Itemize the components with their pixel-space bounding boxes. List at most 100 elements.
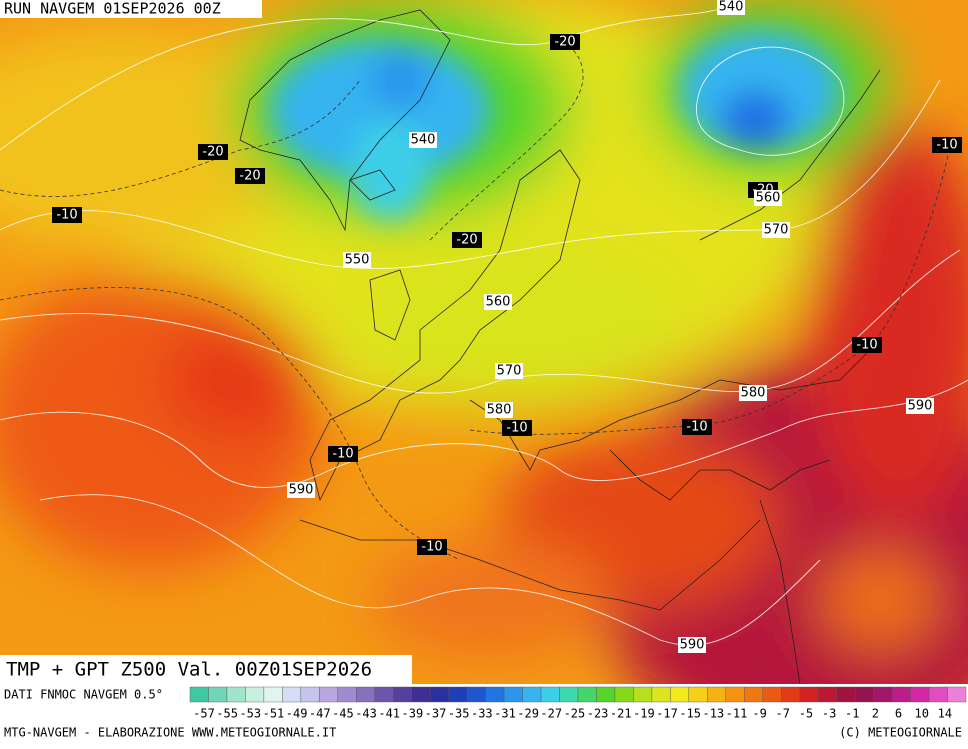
colorbar-label: -29 — [517, 707, 539, 721]
colorbar-swatch — [725, 686, 745, 703]
colorbar-swatch — [651, 686, 671, 703]
temperature-contours — [0, 39, 951, 561]
colorbar-swatch — [891, 686, 911, 703]
temperature-label: -10 — [332, 447, 353, 462]
colorbar-swatch — [466, 686, 486, 703]
colorbar-label: -49 — [286, 707, 308, 721]
temperature-label-box — [502, 420, 532, 436]
colorbar-label: -19 — [633, 707, 655, 721]
colorbar-swatch — [744, 686, 763, 703]
height-label: 560 — [486, 295, 511, 310]
colorbar-label: -5 — [799, 707, 813, 721]
colorbar-swatch — [485, 686, 505, 703]
colorbar-label: 10 — [914, 707, 928, 721]
colorbar-swatch — [670, 686, 690, 703]
height-label-box — [717, 0, 745, 15]
temperature-label-box — [852, 337, 882, 353]
temperature-label: -10 — [856, 338, 877, 353]
temperature-label: -20 — [239, 169, 260, 184]
contour-labels: -20-20-20-10-20-10-20-10-10-10-10-105405… — [52, 0, 962, 653]
colorbar-swatch — [633, 686, 653, 703]
colorbar-swatch — [448, 686, 468, 703]
temperature-label: -10 — [421, 540, 442, 555]
colorbar-swatch — [559, 686, 579, 703]
colorbar-label: -3 — [822, 707, 836, 721]
colorbar-swatch — [429, 686, 449, 703]
title-box — [0, 655, 412, 684]
colorbar-swatch — [762, 686, 782, 703]
colorbar-swatch — [540, 686, 560, 703]
colorbar-label: -35 — [448, 707, 470, 721]
temperature-label: -20 — [456, 233, 477, 248]
colorbar-label: -9 — [752, 707, 766, 721]
height-label-box — [754, 190, 782, 206]
footer-right: (C) METEOGIORNALE — [839, 726, 962, 740]
colorbar-label: -17 — [656, 707, 678, 721]
map-title: TMP + GPT Z500 Val. 00Z01SEP2026 — [6, 659, 372, 681]
colorbar-label: -47 — [309, 707, 331, 721]
colorbar-swatch — [799, 686, 819, 703]
colorbar-label: 14 — [938, 707, 952, 721]
colorbar-label: -1 — [845, 707, 859, 721]
colorbar-label: -45 — [332, 707, 354, 721]
colorbar-swatch — [947, 686, 967, 703]
colorbar-swatch — [614, 686, 634, 703]
temperature-label-box — [235, 168, 265, 184]
height-label-box — [495, 363, 523, 379]
height-label-box — [343, 252, 371, 268]
footer-left: MTG-NAVGEM - ELABORAZIONE WWW.METEOGIORN… — [4, 726, 336, 740]
colorbar-swatch — [356, 686, 375, 703]
colorbar-swatch — [688, 686, 708, 703]
colorbar-label: -43 — [355, 707, 377, 721]
temperature-label: -10 — [936, 138, 957, 153]
temperature-label-box — [452, 232, 482, 248]
height-label-box — [906, 398, 934, 414]
colorbar-swatch — [503, 686, 523, 703]
height-label-box — [739, 385, 767, 401]
height-label: 540 — [411, 133, 436, 148]
temperature-label-box — [328, 446, 358, 462]
colorbar-swatch — [928, 686, 948, 703]
colorbar-label: -33 — [471, 707, 493, 721]
colorbar-swatch — [226, 686, 246, 703]
colorbar-label: -31 — [494, 707, 516, 721]
height-label: 580 — [741, 386, 766, 401]
temperature-label-box — [417, 539, 447, 555]
colorbar-label: -15 — [679, 707, 701, 721]
temperature-label-box — [52, 207, 82, 223]
colorbar-swatch — [411, 686, 431, 703]
colorbar-swatch — [596, 686, 616, 703]
temperature-label-box — [198, 144, 228, 160]
height-label: 590 — [680, 638, 705, 653]
colorbar-swatch — [817, 686, 837, 703]
colorbar-swatch — [393, 686, 412, 703]
height-label-box — [762, 222, 790, 238]
height-label-box — [484, 294, 512, 310]
height-label: 570 — [764, 223, 789, 238]
colorbar-swatch — [707, 686, 727, 703]
temperature-label-box — [932, 137, 962, 153]
colorbar-source: DATI FNMOC NAVGEM 0.5° — [4, 688, 163, 702]
height-label-box — [409, 132, 437, 148]
height-label-box — [287, 482, 315, 498]
height-label: 550 — [345, 253, 370, 268]
temperature-label: -20 — [554, 35, 575, 50]
colorbar-swatch — [245, 686, 265, 703]
height-label: 540 — [719, 0, 744, 15]
colorbar-swatch — [781, 686, 800, 703]
colorbar-swatch — [189, 686, 209, 703]
height-label: 560 — [756, 191, 781, 206]
coastlines — [239, 9, 881, 684]
temperature-label: -10 — [686, 420, 707, 435]
colorbar-swatch — [282, 686, 302, 703]
colorbar-label: -11 — [726, 707, 748, 721]
colorbar-swatch — [374, 686, 394, 703]
run-label: RUN NAVGEM 01SEP2026 00Z — [4, 0, 221, 18]
height-label-box — [678, 637, 706, 653]
colorbar-swatch — [208, 686, 228, 703]
colorbar-label: -37 — [425, 707, 447, 721]
colorbar-swatch — [873, 686, 893, 703]
colorbar-swatch — [263, 686, 283, 703]
